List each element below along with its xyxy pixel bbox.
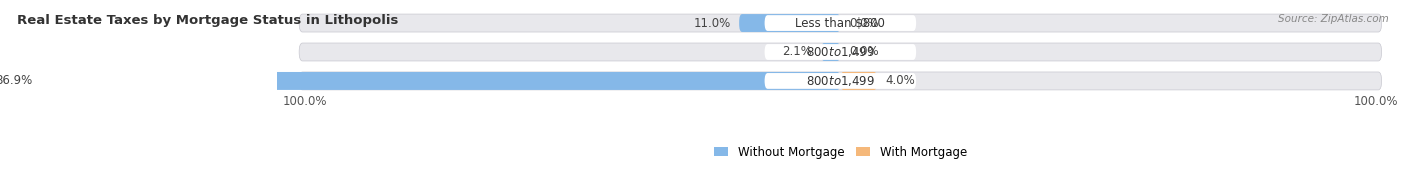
FancyBboxPatch shape — [299, 72, 1382, 90]
FancyBboxPatch shape — [765, 15, 917, 31]
FancyBboxPatch shape — [299, 43, 1382, 61]
FancyBboxPatch shape — [765, 44, 917, 60]
FancyBboxPatch shape — [841, 72, 877, 90]
Text: 100.0%: 100.0% — [1354, 95, 1398, 108]
Text: 11.0%: 11.0% — [693, 16, 731, 30]
Text: $800 to $1,499: $800 to $1,499 — [806, 74, 875, 88]
Text: Less than $800: Less than $800 — [796, 16, 886, 30]
Text: 0.0%: 0.0% — [849, 16, 879, 30]
FancyBboxPatch shape — [821, 43, 841, 61]
Text: 0.0%: 0.0% — [849, 45, 879, 58]
Text: 86.9%: 86.9% — [0, 74, 32, 87]
Text: 2.1%: 2.1% — [783, 45, 813, 58]
Legend: Without Mortgage, With Mortgage: Without Mortgage, With Mortgage — [709, 141, 972, 163]
FancyBboxPatch shape — [765, 73, 917, 89]
Text: Real Estate Taxes by Mortgage Status in Lithopolis: Real Estate Taxes by Mortgage Status in … — [17, 14, 398, 27]
FancyBboxPatch shape — [41, 72, 841, 90]
Text: Source: ZipAtlas.com: Source: ZipAtlas.com — [1278, 14, 1389, 24]
FancyBboxPatch shape — [299, 14, 1382, 32]
Text: 4.0%: 4.0% — [886, 74, 915, 87]
FancyBboxPatch shape — [740, 14, 841, 32]
Text: $800 to $1,499: $800 to $1,499 — [806, 45, 875, 59]
Text: 100.0%: 100.0% — [283, 95, 328, 108]
